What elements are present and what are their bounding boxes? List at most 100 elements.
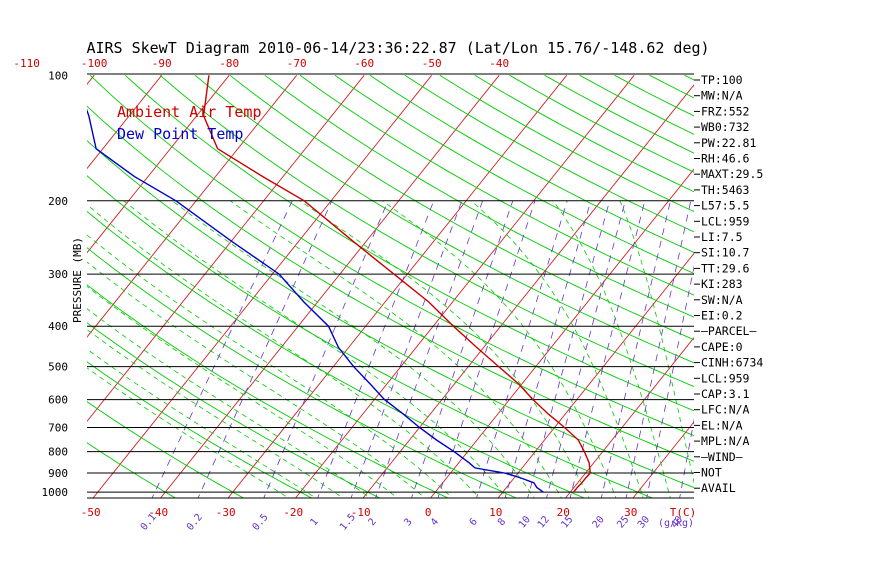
index-label: CAPE:0 [701,340,743,354]
mixing-ratio-unit-label: (g/kg) [658,518,694,529]
index-label: NOT [701,466,722,480]
moist-adiabat-line [300,201,590,501]
index-label: SI:10.7 [701,246,750,260]
dry-adiabat-line [370,75,870,501]
isotherm-line [293,75,634,501]
mixing-ratio-line [375,201,483,501]
index-label: FRZ:552 [701,104,749,118]
top-temp-tick-label: -70 [287,57,307,70]
index-label: LFC:N/A [701,403,750,417]
pressure-tick-label: 600 [48,394,68,407]
mixing-ratio-tick-label: 0.2 [185,512,205,533]
dry-adiabat-line [440,75,870,501]
pressure-tick-label: 200 [48,195,68,208]
bottom-temp-tick-label: -50 [81,506,101,519]
bottom-temp-tick-label: 0 [425,506,432,519]
bottom-temp-tick-label: -30 [216,506,236,519]
dry-adiabat-line [755,75,870,501]
index-label: SW:N/A [701,293,743,307]
moist-adiabat-line [32,241,401,501]
index-label: WB0:732 [701,120,749,134]
mixing-ratio-tick-label: 0.5 [251,512,271,533]
moist-adiabat-line [11,268,348,501]
index-label: —PARCEL— [701,324,756,338]
index-label: PW:22.81 [701,136,756,150]
mixing-ratio-line [569,201,644,501]
isotherm-line [0,75,27,501]
index-label: TP:100 [701,73,743,87]
dry-adiabat-line [335,75,870,501]
index-label: TT:29.6 [701,261,750,275]
index-label: LI:7.5 [701,230,743,244]
mixing-ratio-line [350,201,462,501]
dry-adiabat-line [405,75,870,501]
ambient-temp-line [204,75,591,492]
mixing-ratio-line [317,201,434,501]
top-temp-tick-label: -110 [13,57,40,70]
pressure-tick-label: 300 [48,268,68,281]
moist-adiabat-line [0,291,293,501]
mixing-ratio-tick-label: 4 [429,517,441,529]
mixing-ratio-line [437,201,535,501]
bottom-temp-tick-label: -20 [283,506,303,519]
index-label: —WIND— [701,450,743,464]
pressure-tick-label: 400 [48,320,68,333]
top-temp-tick-label: -50 [422,57,442,70]
top-temp-tick-label: -40 [489,57,509,70]
mixing-ratio-tick-label: 12 [536,514,552,530]
y-axis-label: PRESSURE (MB) [71,237,84,323]
pressure-tick-label: 1000 [42,486,69,499]
mixing-ratio-line [197,201,332,501]
index-label: MPL:N/A [701,434,750,448]
isotherm-line [833,75,870,501]
index-label: TH:5463 [701,183,750,197]
dry-adiabat-line [475,75,870,501]
index-label: MW:N/A [701,89,743,103]
pressure-tick-label: 500 [48,361,68,374]
top-temp-tick-label: -80 [219,57,239,70]
index-label: LCL:959 [701,214,750,228]
chart-title: AIRS SkewT Diagram 2010-06-14/23:36:22.8… [86,39,709,57]
isotherm-line [226,75,567,501]
index-label: RH:46.6 [701,152,750,166]
pressure-tick-label: 900 [48,467,68,480]
dry-adiabat-line [265,75,870,501]
mixing-ratio-tick-label: 20 [591,514,607,530]
isotherm-line [766,75,870,501]
index-label: LCL:959 [701,371,750,385]
dry-adiabat-line [0,75,659,501]
index-label: L57:5.5 [701,199,749,213]
pressure-tick-label: 800 [48,446,68,459]
index-label: CAP:3.1 [701,387,750,401]
top-temp-tick-label: -60 [354,57,374,70]
index-label: MAXT:29.5 [701,167,763,181]
index-label: EI:0.2 [701,309,743,323]
mixing-ratio-line [646,201,708,501]
mixing-ratio-tick-label: 3 [402,517,414,529]
dry-adiabat-line [510,75,870,501]
moist-adiabat-line [83,201,483,501]
mixing-ratio-tick-label: 6 [468,517,480,529]
mixing-ratio-line [263,201,388,501]
mixing-ratio-tick-label: 10 [517,514,533,530]
dry-adiabat-line [789,75,870,501]
top-temp-tick-label: -100 [81,57,108,70]
legend-dewpoint: Dew Point Temp [117,125,243,143]
top-temp-tick-label: -90 [152,57,172,70]
legend-ambient: Ambient Air Temp [117,103,262,121]
pressure-tick-label: 700 [48,422,68,435]
mixing-ratio-tick-label: 1 [308,517,320,529]
index-label: KI:283 [701,277,743,291]
index-label: AVAIL [701,481,736,495]
mixing-ratio-tick-label: 30 [636,514,652,530]
mixing-ratio-line [527,201,610,501]
dry-adiabat-line [650,75,870,501]
index-label: EL:N/A [701,418,743,432]
index-label: CINH:6734 [701,356,763,370]
dry-adiabat-line [195,75,870,501]
mixing-ratio-line [504,201,591,501]
mixing-ratio-tick-label: 2 [366,517,378,529]
pressure-tick-label: 100 [48,69,68,82]
